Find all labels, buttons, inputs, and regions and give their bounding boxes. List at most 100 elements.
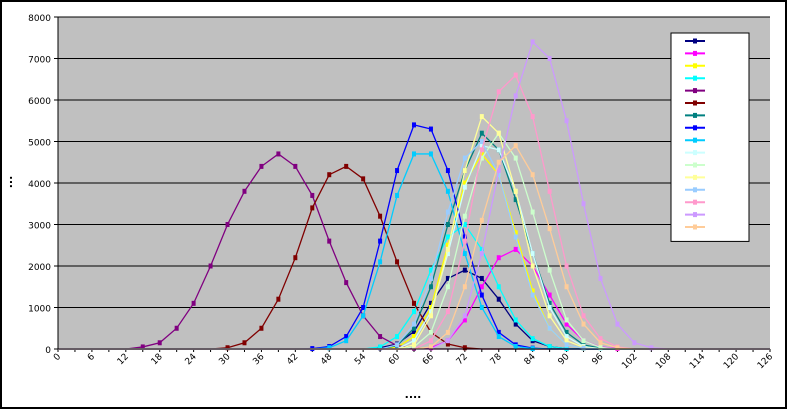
legend-marker-14 [693,199,697,205]
series-9-point [445,188,450,194]
series-6-point [276,296,281,302]
series-9-point [395,192,400,198]
series-15-point [445,338,450,344]
series-4-point [513,317,518,323]
series-7-point [428,284,433,290]
series-6-point [412,300,416,306]
series-4-point [479,246,484,252]
series-4-point [547,344,552,350]
y-tick-label-1: 1000 [28,305,51,315]
series-15-point [649,345,654,351]
legend-marker-7 [693,112,697,118]
series-2-point [547,292,552,298]
series-12-point [445,246,450,252]
series-11-point [564,317,569,323]
legend [670,32,750,242]
y-axis-label: ... [2,176,15,189]
series-11-point [428,329,433,335]
series-4-point [462,222,467,227]
legend-marker-9 [693,137,697,143]
series-9-point [344,338,349,344]
series-1-point [496,296,501,302]
series-15-point [581,201,586,207]
series-16-point [496,159,501,165]
y-tick-label-7: 7000 [28,56,51,66]
series-13-point [462,155,467,161]
series-11-point [513,155,518,161]
legend-marker-1 [693,38,697,44]
series-13-point [547,325,552,331]
series-4-point [445,234,450,240]
series-3-point [412,334,416,340]
series-14-point [479,147,484,153]
series-9-point [378,259,383,265]
series-14-point [530,114,535,120]
series-9-point [513,344,518,350]
series-12-point [564,338,569,344]
series-4-point [530,336,535,342]
series-12-point [462,168,467,174]
series-8-point [378,238,383,244]
series-12-point [530,263,535,269]
series-8-point [479,292,484,298]
series-6-point [259,325,264,331]
series-15-point [496,168,501,174]
series-6-point [293,255,298,261]
legend-marker-16 [693,224,697,230]
series-14-point [462,238,467,244]
series-15-point [462,313,467,319]
y-tick-label-2: 2000 [28,263,51,273]
series-14-point [564,263,569,269]
series-10-point [547,305,552,310]
series-13-point [428,275,433,281]
series-16-point [547,226,552,232]
series-9-point [412,151,416,157]
series-14-point [598,336,603,342]
series-16-point [445,329,450,335]
series-13-point [496,172,501,178]
series-3-point [428,305,433,310]
series-11-point [598,344,603,350]
series-6-point [327,172,332,178]
legend-marker-13 [693,187,697,193]
series-2-point [564,321,569,327]
series-16-point [564,284,569,290]
series-7-point [479,130,484,136]
series-1-point [462,267,467,273]
series-11-point [479,155,484,161]
series-5-point [225,222,230,227]
series-7-point [445,222,450,227]
series-8-point [445,168,450,174]
series-14-point [513,72,518,78]
series-13-point [412,321,416,327]
series-13-point [445,209,450,215]
x-axis-label: .... [405,388,422,401]
series-15-point [513,93,518,99]
series-5-point [259,163,264,169]
series-14-point [496,89,501,95]
series-10-point [445,251,450,257]
y-axis-ticks: 0 1000 2000 3000 4000 5000 6000 7000 8000 [28,14,58,356]
series-13-point [530,292,535,298]
series-10-point [530,251,535,257]
series-10-point [412,338,416,344]
series-15-point [530,39,535,45]
series-11-point [445,284,450,290]
series-4-point [395,334,400,340]
series-6-point [395,259,400,265]
series-9-point [428,151,433,157]
series-16-point [462,284,467,290]
y-tick-label-0: 0 [45,346,51,356]
series-6-point [445,341,450,347]
series-7-point [564,329,569,335]
y-tick-label-5: 5000 [28,139,51,149]
series-12-point [496,130,501,136]
series-15-point [479,251,484,257]
series-7-point [547,300,552,306]
series-16-point [598,340,603,346]
series-5-point [242,188,247,194]
series-6-point [361,176,366,182]
gridlines [58,16,770,308]
series-7-point [513,197,518,203]
